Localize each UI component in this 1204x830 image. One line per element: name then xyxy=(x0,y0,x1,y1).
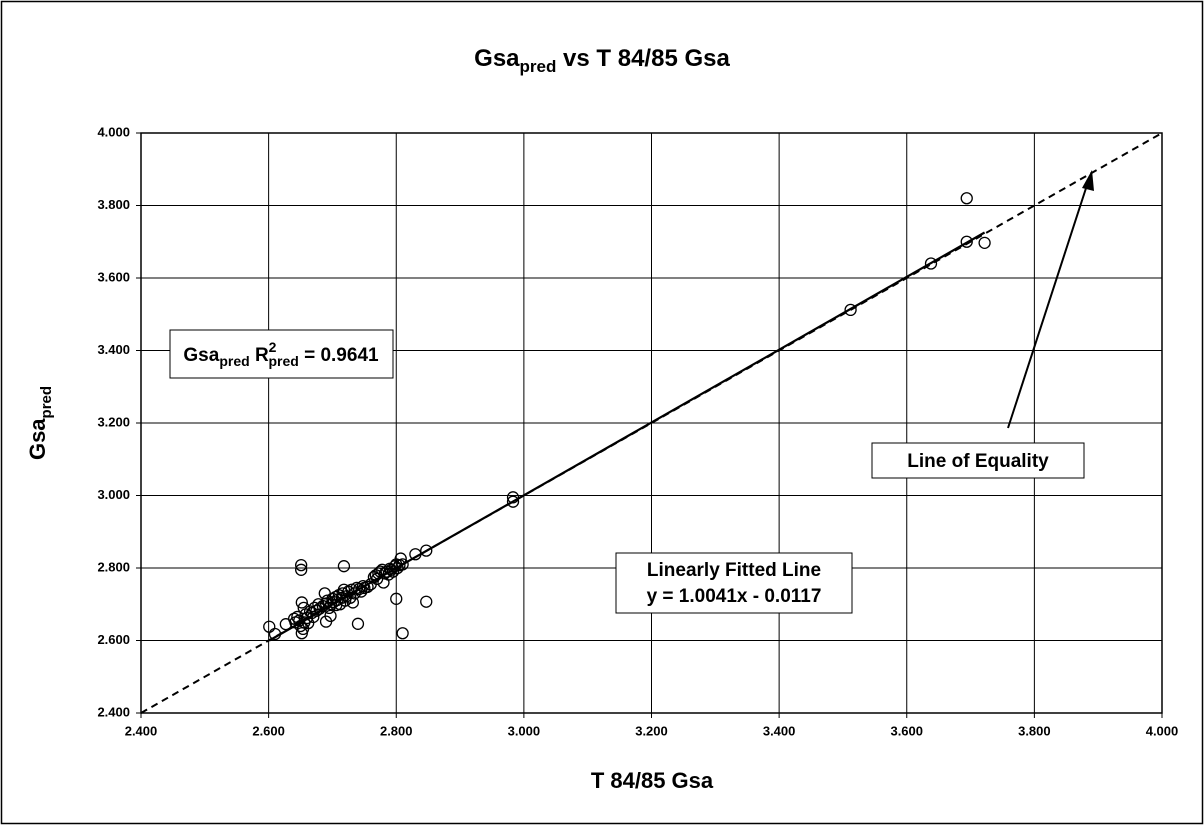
r2-c: = 0.9641 xyxy=(299,345,379,366)
scatter-point xyxy=(396,558,409,571)
scatter-point xyxy=(351,617,365,630)
x-tick-label: 4.000 xyxy=(1146,723,1179,738)
arrow-head xyxy=(1082,170,1094,191)
scatter-point xyxy=(348,587,361,600)
scatter-point xyxy=(394,552,407,565)
y-tick-label: 3.200 xyxy=(97,414,130,429)
r2-b: R xyxy=(250,345,269,366)
y-tick-label: 2.800 xyxy=(97,559,130,574)
scatter-point xyxy=(355,585,368,598)
scatter-point xyxy=(308,601,321,615)
arrow-shaft xyxy=(1007,181,1089,429)
scatter-point xyxy=(337,560,351,573)
title-rest: vs T 84/85 Gsa xyxy=(556,45,730,72)
x-tick-label: 3.800 xyxy=(1018,723,1051,738)
scatter-point xyxy=(293,614,306,627)
scatter-point xyxy=(420,544,433,557)
x-tick-label: 3.200 xyxy=(635,723,668,738)
y-tick-label: 3.800 xyxy=(97,197,130,212)
r2-b-sub: pred xyxy=(268,353,298,369)
scatter-point xyxy=(420,595,433,608)
r2-a: Gsa xyxy=(183,345,219,366)
scatter-point xyxy=(978,236,991,249)
plot-frame xyxy=(140,132,1163,714)
fit-label: Linearly Fitted Line xyxy=(647,560,821,581)
y-label-main: Gsa xyxy=(25,418,50,460)
x-tick-label: 3.000 xyxy=(508,723,541,738)
y-tick-label: 2.600 xyxy=(97,632,130,647)
x-tick-label: 2.600 xyxy=(252,723,285,738)
scatter-point xyxy=(268,627,282,641)
scatter-point xyxy=(353,582,366,596)
r2-box xyxy=(169,329,394,379)
r2-a-sub: pred xyxy=(219,353,249,369)
r2-b-sup: 2 xyxy=(269,339,277,355)
scatter-point xyxy=(295,558,308,572)
y-tick-label: 3.400 xyxy=(97,342,130,357)
y-label-sub: pred xyxy=(38,386,55,419)
scatter-point xyxy=(345,583,358,596)
scatter-point xyxy=(960,192,973,205)
scatter-point xyxy=(361,580,374,593)
scatter-point xyxy=(325,598,338,611)
scatter-point xyxy=(356,579,370,593)
scatter-point xyxy=(295,596,308,609)
x-tick-label: 2.800 xyxy=(380,723,413,738)
y-tick-label: 3.600 xyxy=(97,269,130,284)
scatter-point xyxy=(310,604,323,617)
scatter-point xyxy=(506,491,520,504)
y-axis-label: Gsapred xyxy=(25,386,55,460)
fit-equation: y = 1.0041x - 0.0117 xyxy=(647,586,822,607)
x-tick-label: 3.400 xyxy=(763,723,796,738)
scatter-point xyxy=(506,495,520,508)
scatter-point xyxy=(372,567,385,580)
scatter-point xyxy=(960,235,973,248)
scatter-point xyxy=(346,596,360,609)
chart-title: Gsapred vs T 84/85 Gsa xyxy=(474,45,730,76)
x-axis-label: T 84/85 Gsa xyxy=(591,768,714,793)
scatter-point xyxy=(307,610,320,624)
y-tick-label: 2.400 xyxy=(97,704,130,719)
fit-box xyxy=(615,552,853,614)
scatter-point xyxy=(390,592,403,605)
x-tick-label: 2.400 xyxy=(125,723,158,738)
fit-line xyxy=(268,231,986,642)
scatter-point xyxy=(386,565,400,578)
scatter-point xyxy=(409,548,422,561)
scatter-point xyxy=(396,627,409,640)
scatter-point xyxy=(294,619,307,633)
y-tick-label: 3.000 xyxy=(97,487,130,502)
scatter-point xyxy=(844,303,857,317)
scatter-point xyxy=(924,257,938,270)
y-tick-label: 4.000 xyxy=(97,124,130,139)
x-tick-label: 3.600 xyxy=(890,723,923,738)
title-main: Gsa xyxy=(474,45,520,72)
scatter-point xyxy=(295,563,308,576)
r2-note: Gsapred R2 pred = 0.9641 xyxy=(183,339,379,369)
title-sub: pred xyxy=(520,57,557,76)
equality-box xyxy=(871,442,1085,479)
plot-area: 2.400 2.600 2.800 3.000 3.200 3.400 3.600 3.800… xyxy=(97,124,1178,738)
equality-label: Line of Equality xyxy=(907,451,1049,472)
